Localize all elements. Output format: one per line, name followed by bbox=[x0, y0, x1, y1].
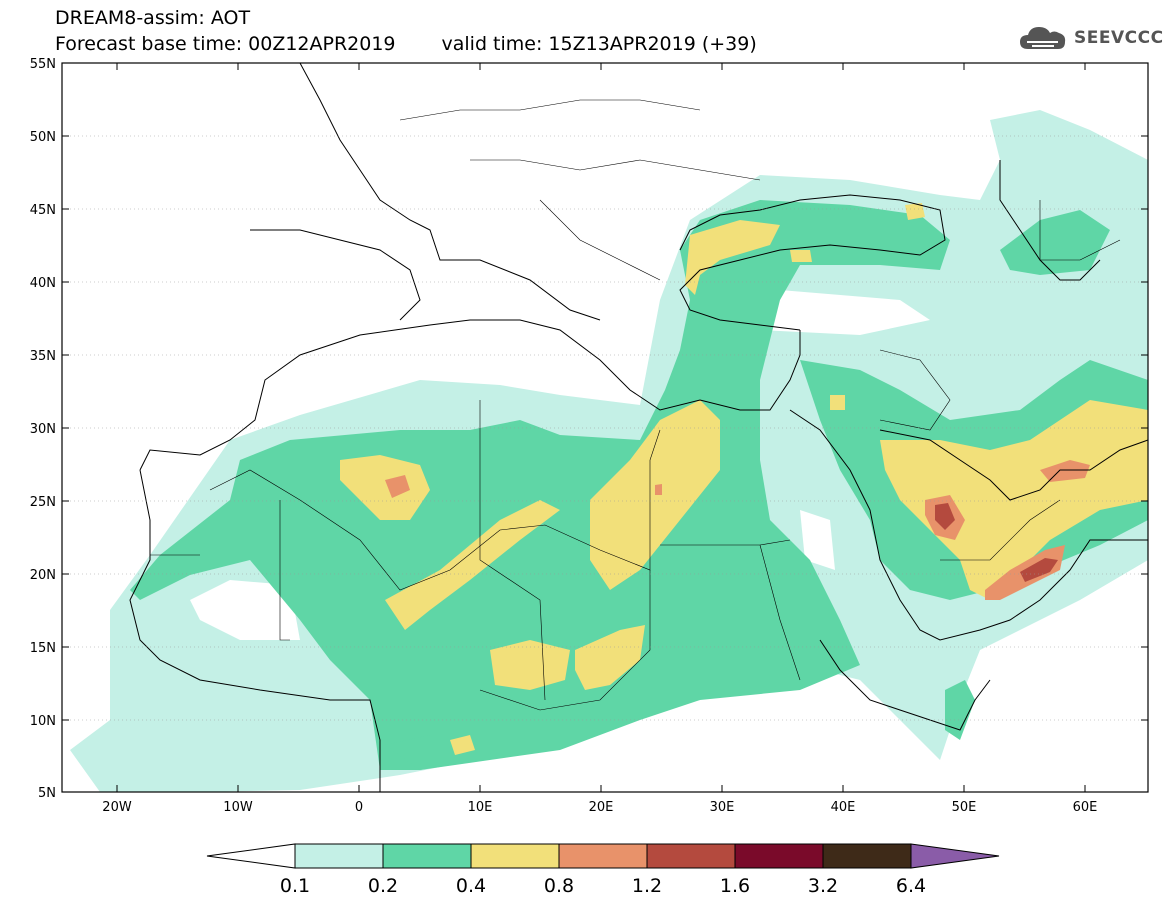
coastlines bbox=[129, 63, 1148, 792]
lon-label-20w: 20W bbox=[102, 800, 132, 815]
seevccc-logo: SEEVCCC bbox=[1018, 22, 1164, 54]
lat-axis: 55N 50N 45N 40N 35N 30N 25N 20N 15N 10N … bbox=[30, 57, 1148, 801]
lat-label-50n: 50N bbox=[30, 130, 56, 145]
colorbar-segment bbox=[294, 843, 384, 869]
lon-label-10e: 10E bbox=[468, 800, 493, 815]
lon-axis: 20W 10W 0 10E 20E 30E 40E 50E 60E bbox=[102, 63, 1097, 815]
lon-label-30e: 30E bbox=[710, 800, 735, 815]
lon-label-50e: 50E bbox=[952, 800, 977, 815]
lat-label-15n: 15N bbox=[30, 641, 56, 656]
colorbar-label: 1.2 bbox=[632, 875, 662, 897]
lon-label-60e: 60E bbox=[1073, 800, 1098, 815]
colorbar-segment bbox=[382, 843, 472, 869]
colorbar-label: 0.4 bbox=[456, 875, 486, 897]
lon-label-40e: 40E bbox=[831, 800, 856, 815]
lat-label-30n: 30N bbox=[30, 422, 56, 437]
lat-label-45n: 45N bbox=[30, 203, 56, 218]
colorbar-segment bbox=[822, 843, 912, 869]
aot-contours bbox=[70, 110, 1148, 792]
colorbar-segment bbox=[470, 843, 560, 869]
colorbar-right-arrow bbox=[910, 843, 1000, 869]
colorbar-label: 0.8 bbox=[544, 875, 574, 897]
colorbar-label: 0.1 bbox=[280, 875, 310, 897]
lon-label-10w: 10W bbox=[223, 800, 253, 815]
lat-label-5n: 5N bbox=[38, 786, 56, 801]
colorbar: 0.1 0.2 0.4 0.8 1.2 1.6 3.2 6.4 bbox=[206, 843, 1000, 897]
forecast-times: Forecast base time: 00Z12APR2019 valid ti… bbox=[55, 33, 757, 55]
colorbar-label: 1.6 bbox=[720, 875, 750, 897]
valid-time: valid time: 15Z13APR2019 (+39) bbox=[441, 33, 757, 55]
borders bbox=[150, 99, 1121, 711]
lat-label-55n: 55N bbox=[30, 57, 56, 72]
colorbar-label: 6.4 bbox=[896, 875, 926, 897]
map-title: DREAM8-assim: AOT bbox=[55, 7, 251, 29]
base-time: Forecast base time: 00Z12APR2019 bbox=[55, 33, 396, 55]
lon-label-0: 0 bbox=[355, 800, 363, 815]
colorbar-label: 3.2 bbox=[808, 875, 838, 897]
logo-text: SEEVCCC bbox=[1074, 28, 1164, 48]
colorbar-segment bbox=[734, 843, 824, 869]
lat-label-10n: 10N bbox=[30, 714, 56, 729]
lat-label-20n: 20N bbox=[30, 568, 56, 583]
lon-label-20e: 20E bbox=[589, 800, 614, 815]
lat-label-25n: 25N bbox=[30, 495, 56, 510]
colorbar-segment bbox=[558, 843, 648, 869]
colorbar-label: 0.2 bbox=[368, 875, 398, 897]
lat-label-40n: 40N bbox=[30, 276, 56, 291]
colorbar-left-arrow bbox=[206, 843, 296, 869]
colorbar-segment bbox=[646, 843, 736, 869]
graticule bbox=[62, 135, 1148, 721]
cloud-icon bbox=[1020, 27, 1066, 49]
lat-label-35n: 35N bbox=[30, 349, 56, 364]
